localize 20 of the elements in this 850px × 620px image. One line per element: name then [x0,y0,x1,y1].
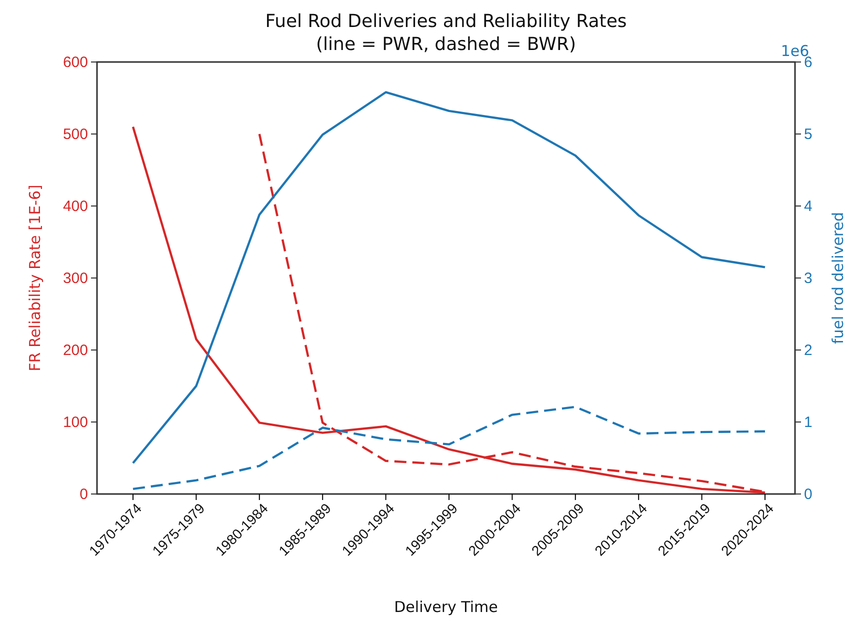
y2-tick-label: 3 [804,270,812,287]
y-tick-label: 400 [62,198,88,215]
y2-tick-label: 1 [804,414,812,431]
chart-subtitle: (line = PWR, dashed = BWR) [316,34,576,55]
y-tick-label: 500 [62,126,88,143]
line-series [132,406,766,490]
y-axis-title: FR Reliability Rate [1E-6] [26,184,44,372]
y2-tick-label: 4 [804,198,812,215]
y2-tick-label: 0 [804,486,812,503]
y2-tick-label: 5 [804,126,812,143]
y-tick-label: 600 [62,54,88,71]
chart-title: Fuel Rod Deliveries and Reliability Rates [265,11,627,32]
y2-tick-label: 2 [804,342,812,359]
y2-axis-title: fuel rod delivered [829,212,847,344]
y-tick-label: 200 [62,342,88,359]
y-tick-label: 300 [62,270,88,287]
y-tick-label: 0 [80,486,88,503]
x-axis-title: Delivery Time [394,598,498,616]
y-tick-label: 100 [62,414,88,431]
line-series [132,91,766,464]
